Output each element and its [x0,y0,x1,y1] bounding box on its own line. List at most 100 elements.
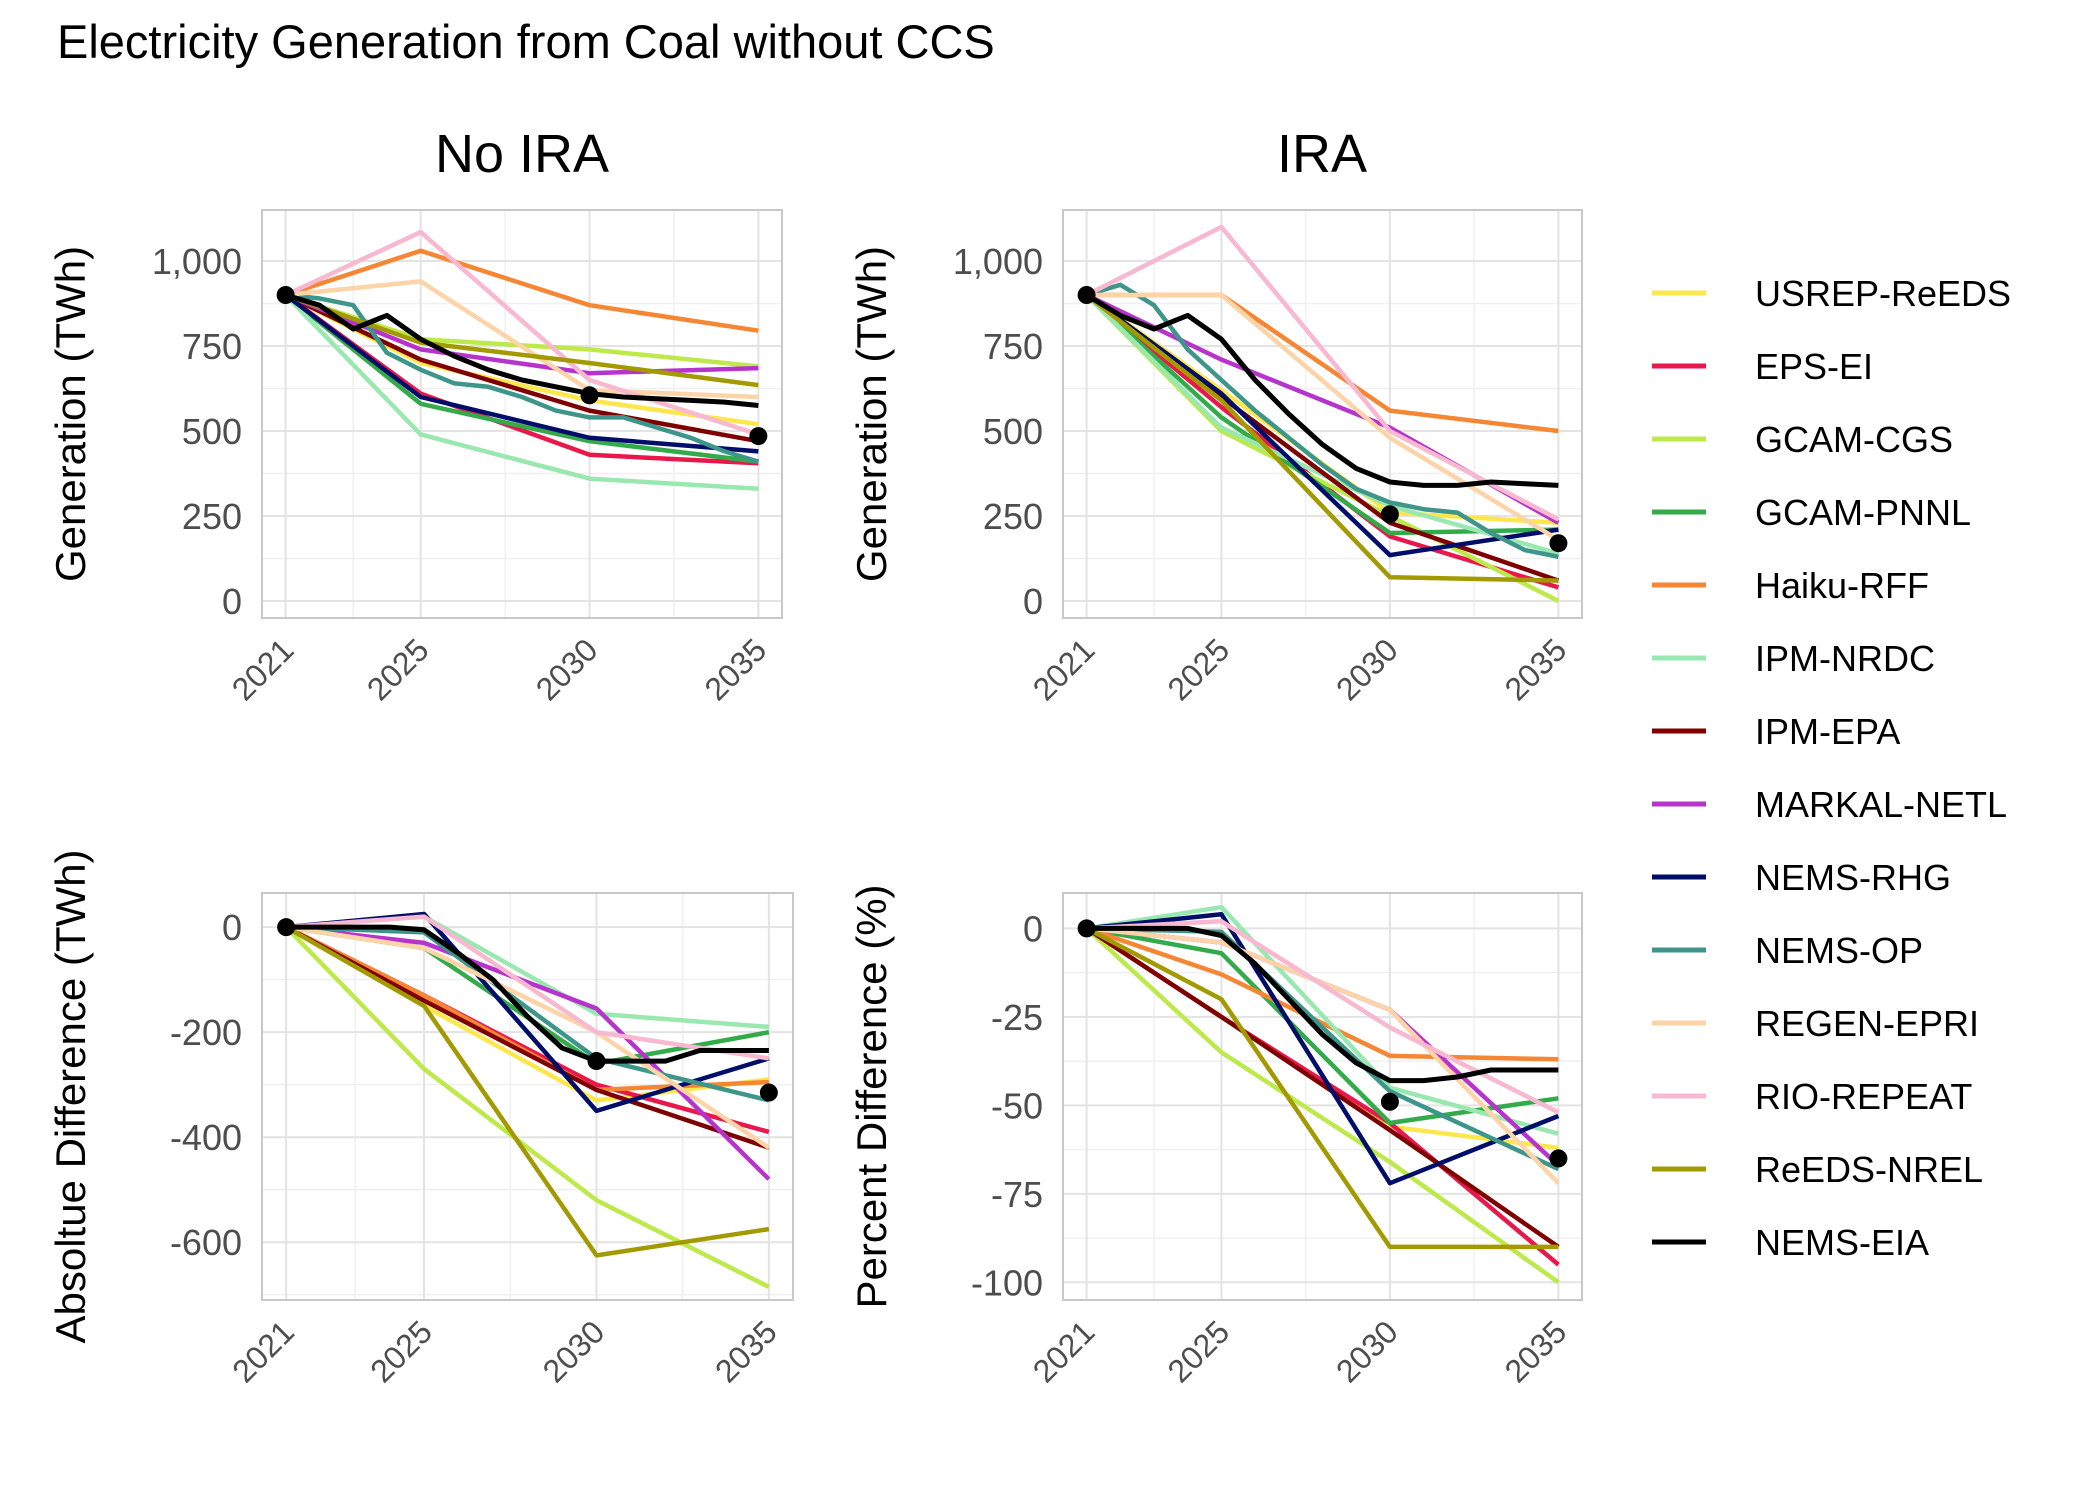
legend-item-usrep-reeds: USREP-ReEDS [1652,273,2011,314]
series-line-ipm-nrdc [1085,293,1560,556]
data-point-marker [1549,534,1568,553]
series-line-reeds-nrel [1085,926,1559,1250]
data-point-marker [587,1052,606,1071]
series-line-nems-eia [286,924,769,1064]
series-line-ipm-epa [285,925,770,1150]
data-point-marker [1549,1149,1568,1168]
series-line-ipm-epa [1085,926,1560,1249]
y-tick-label: 1,000 [953,241,1043,282]
panel-border [261,209,783,619]
panel-title: IRA [1277,124,1367,184]
legend-label: NEMS-EIA [1755,1222,1929,1263]
data-point-marker [749,427,768,446]
y-tick-label: -200 [170,1012,242,1053]
panel-border [1062,892,1583,1301]
y-tick-label: 0 [222,581,242,622]
legend-label: USREP-ReEDS [1755,273,2011,314]
legend-label: NEMS-RHG [1755,857,1951,898]
legend-item-nems-op: NEMS-OP [1652,930,1923,971]
series-line-nems-eia [1086,925,1559,1084]
y-tick-label: 0 [1023,581,1043,622]
series-line-regen-epri [285,279,759,400]
series-line-ipm-nrdc [1086,904,1559,1136]
data-point-marker [759,1083,778,1102]
panel-border [1062,209,1583,619]
series-line-ipm-nrdc [283,293,759,492]
series-line-reeds-nrel [284,292,759,388]
series-lines [283,229,760,492]
y-tick-label: 1,000 [152,241,242,282]
series-lines [1085,904,1561,1285]
y-tick-label: 250 [182,496,242,537]
figure-title: Electricity Generation from Coal without… [57,15,995,68]
y-axis-label: Generation (TWh) [848,246,895,582]
legend-item-nems-eia: NEMS-EIA [1652,1222,1929,1263]
series-line-nems-rhg [1085,293,1559,558]
legend-label: Haiku-RFF [1755,565,1929,606]
legend-label: ReEDS-NREL [1755,1149,1983,1190]
panel-title: No IRA [435,124,609,184]
series-line-rio-repeat [1086,919,1560,1115]
series-line-gcam-pnnl [284,293,759,464]
legend-label: IPM-EPA [1755,711,1900,752]
y-axis-label: Percent Difference (%) [848,884,895,1308]
series-line-nems-rhg [1086,911,1560,1186]
y-tick-label: 750 [182,326,242,367]
legend-label: IPM-NRDC [1755,638,1935,679]
y-tick-label: 750 [983,326,1043,367]
legend-label: NEMS-OP [1755,930,1923,971]
legend-item-haiku-rff: Haiku-RFF [1652,565,1929,606]
y-tick-label: -75 [991,1174,1043,1215]
y-tick-label: -25 [991,997,1043,1038]
y-tick-label: 0 [1023,908,1043,949]
y-axis-label: Absoltue Difference (TWh) [47,849,94,1343]
legend-item-nems-rhg: NEMS-RHG [1652,857,1951,898]
y-tick-label: 500 [983,411,1043,452]
series-line-gcam-cgs [1085,926,1560,1285]
series-line-rio-repeat [1085,224,1560,522]
legend: USREP-ReEDS EPS-EI GCAM-CGS GCAM-PNNL Haiku-… [1652,273,2011,1263]
series-line-nems-rhg [284,293,759,454]
series-line-nems-eia [284,292,759,408]
minor-grid [1063,893,1582,1300]
y-axis-label: Generation (TWh) [47,246,94,582]
y-tick-label: 250 [983,496,1043,537]
legend-item-markal-netl: MARKAL-NETL [1652,784,2007,825]
series-lines [284,911,771,1289]
series-line-markal-netl [284,292,759,376]
y-tick-label: 500 [182,411,242,452]
y-tick-label: -600 [170,1222,242,1263]
y-tick-label: -400 [170,1117,242,1158]
legend-item-regen-epri: REGEN-EPRI [1652,1003,1979,1044]
legend-item-rio-repeat: RIO-REPEAT [1652,1076,1972,1117]
data-point-marker [580,386,599,405]
legend-label: MARKAL-NETL [1755,784,2007,825]
data-point-marker [1077,286,1096,304]
legend-item-ipm-epa: IPM-EPA [1652,711,1900,752]
y-tick-label: 0 [222,907,242,948]
data-point-marker [1077,919,1096,938]
data-point-marker [1380,1092,1399,1111]
legend-label: RIO-REPEAT [1755,1076,1972,1117]
legend-label: REGEN-EPRI [1755,1003,1979,1044]
data-point-marker [276,286,295,304]
legend-label: GCAM-PNNL [1755,492,1971,533]
series-line-reeds-nrel [1085,293,1559,583]
data-point-marker [277,918,296,937]
series-line-regen-epri [1086,292,1560,542]
series-line-regen-epri [285,924,771,1150]
series-lines [1085,224,1560,604]
legend-item-gcam-pnnl: GCAM-PNNL [1652,492,1971,533]
legend-label: EPS-EI [1755,346,1873,387]
series-line-nems-op [1085,282,1559,560]
legend-item-reeds-nrel: ReEDS-NREL [1652,1149,1983,1190]
series-line-haiku-rff [284,248,759,333]
panel-border [261,892,794,1301]
series-line-nems-eia [1085,292,1559,488]
data-point-marker [1380,505,1399,524]
